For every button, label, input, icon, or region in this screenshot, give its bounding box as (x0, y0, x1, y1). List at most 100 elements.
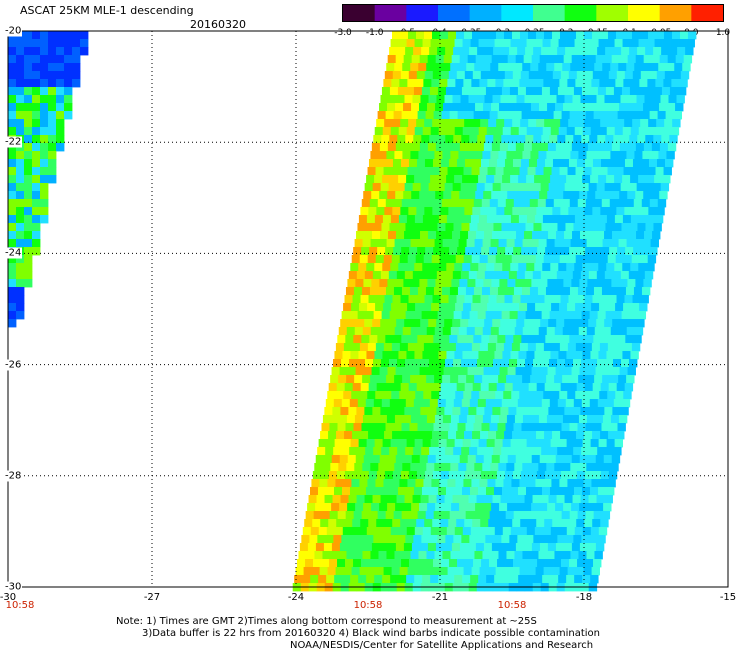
swath-cell (551, 255, 561, 264)
swath-cell (418, 239, 427, 248)
swath-cell (670, 127, 680, 136)
swath-cell (559, 343, 569, 352)
swath-cell (408, 31, 417, 40)
swath-cell (607, 303, 616, 312)
swath-cell (514, 415, 524, 424)
swath-cell (451, 543, 461, 552)
swath-cell (581, 359, 590, 368)
swath-cell (592, 431, 601, 440)
swath-cell (527, 167, 536, 176)
swath-cell (536, 159, 546, 168)
swath-cell (503, 391, 512, 400)
swath-cell (472, 207, 481, 216)
swath-cell (374, 351, 383, 360)
swath-cell (391, 479, 400, 488)
swath-cell (536, 383, 546, 392)
swath-cell (599, 167, 608, 176)
swath-cell (321, 559, 330, 568)
swath-cell (448, 383, 458, 392)
swath-cell (444, 231, 453, 240)
swath-cell (623, 255, 633, 264)
swath-cell (502, 527, 512, 536)
swath-cell (359, 343, 369, 352)
swath-cell (387, 503, 396, 512)
swath-cell (536, 471, 546, 480)
swath-cell (612, 319, 621, 328)
swath-cell (365, 223, 374, 232)
swath-cell (594, 151, 603, 160)
swath-cell (493, 399, 503, 408)
swath-cell (560, 119, 569, 128)
swath-cell (317, 535, 326, 544)
swath-cell (593, 423, 602, 432)
swath-cell (517, 311, 527, 320)
swath-cell (621, 87, 631, 96)
swath-cell (624, 71, 634, 80)
swath-cell (558, 575, 567, 584)
swath-cell (401, 111, 411, 120)
swath-cell (521, 199, 531, 208)
swath-cell (459, 543, 469, 552)
swath-cell (24, 95, 33, 104)
swath-cell (410, 375, 419, 384)
swath-cell (563, 143, 573, 152)
swath-cell (552, 471, 562, 480)
swath-cell (360, 207, 369, 216)
swath-cell (617, 247, 626, 256)
swath-cell (32, 239, 41, 248)
swath-cell (570, 239, 579, 248)
swath-cell (556, 231, 565, 240)
swath-cell (501, 311, 511, 320)
swath-cell (378, 239, 387, 248)
swath-cell (525, 487, 535, 496)
swath-cell (544, 119, 553, 128)
swath-cell (340, 407, 349, 416)
swath-cell (450, 151, 459, 160)
swath-cell (568, 119, 577, 128)
swath-cell (529, 111, 539, 120)
swath-cell (583, 391, 592, 400)
swath-cell (519, 79, 528, 88)
swath-cell (474, 463, 483, 472)
swath-cell (588, 231, 597, 240)
swath-cell (409, 247, 418, 256)
swath-cell (382, 175, 391, 184)
swath-cell (564, 319, 573, 328)
swath-cell (608, 31, 617, 40)
swath-cell (378, 375, 387, 384)
swath-cell (361, 511, 371, 520)
swath-cell (472, 295, 481, 304)
swath-cell (376, 431, 385, 440)
swath-cell (483, 503, 492, 512)
swath-cell (490, 415, 500, 424)
swath-cell (596, 407, 605, 416)
swath-cell (464, 295, 473, 304)
swath-cell (641, 199, 651, 208)
swath-cell (585, 423, 594, 432)
swath-cell (538, 463, 547, 472)
swath-cell (355, 279, 364, 288)
swath-cell (514, 463, 523, 472)
swath-cell (520, 519, 529, 528)
swath-cell (513, 111, 523, 120)
swath-cell (573, 223, 582, 232)
swath-cell (648, 71, 658, 80)
swath-cell (466, 463, 475, 472)
swath-cell (359, 567, 368, 576)
swath-cell (450, 415, 460, 424)
swath-cell (590, 439, 600, 448)
swath-cell (560, 71, 570, 80)
swath-cell (414, 351, 423, 360)
swath-cell (362, 327, 372, 336)
swath-cell (8, 151, 17, 160)
swath-cell (457, 559, 466, 568)
swath-cell (641, 287, 651, 296)
swath-cell (470, 527, 480, 536)
swath-cell (324, 495, 333, 504)
swath-cell (353, 559, 362, 568)
swath-cell (453, 311, 463, 320)
swath-cell (499, 103, 508, 112)
swath-cell (387, 103, 396, 112)
swath-cell (486, 263, 495, 272)
swath-cell (621, 399, 631, 408)
